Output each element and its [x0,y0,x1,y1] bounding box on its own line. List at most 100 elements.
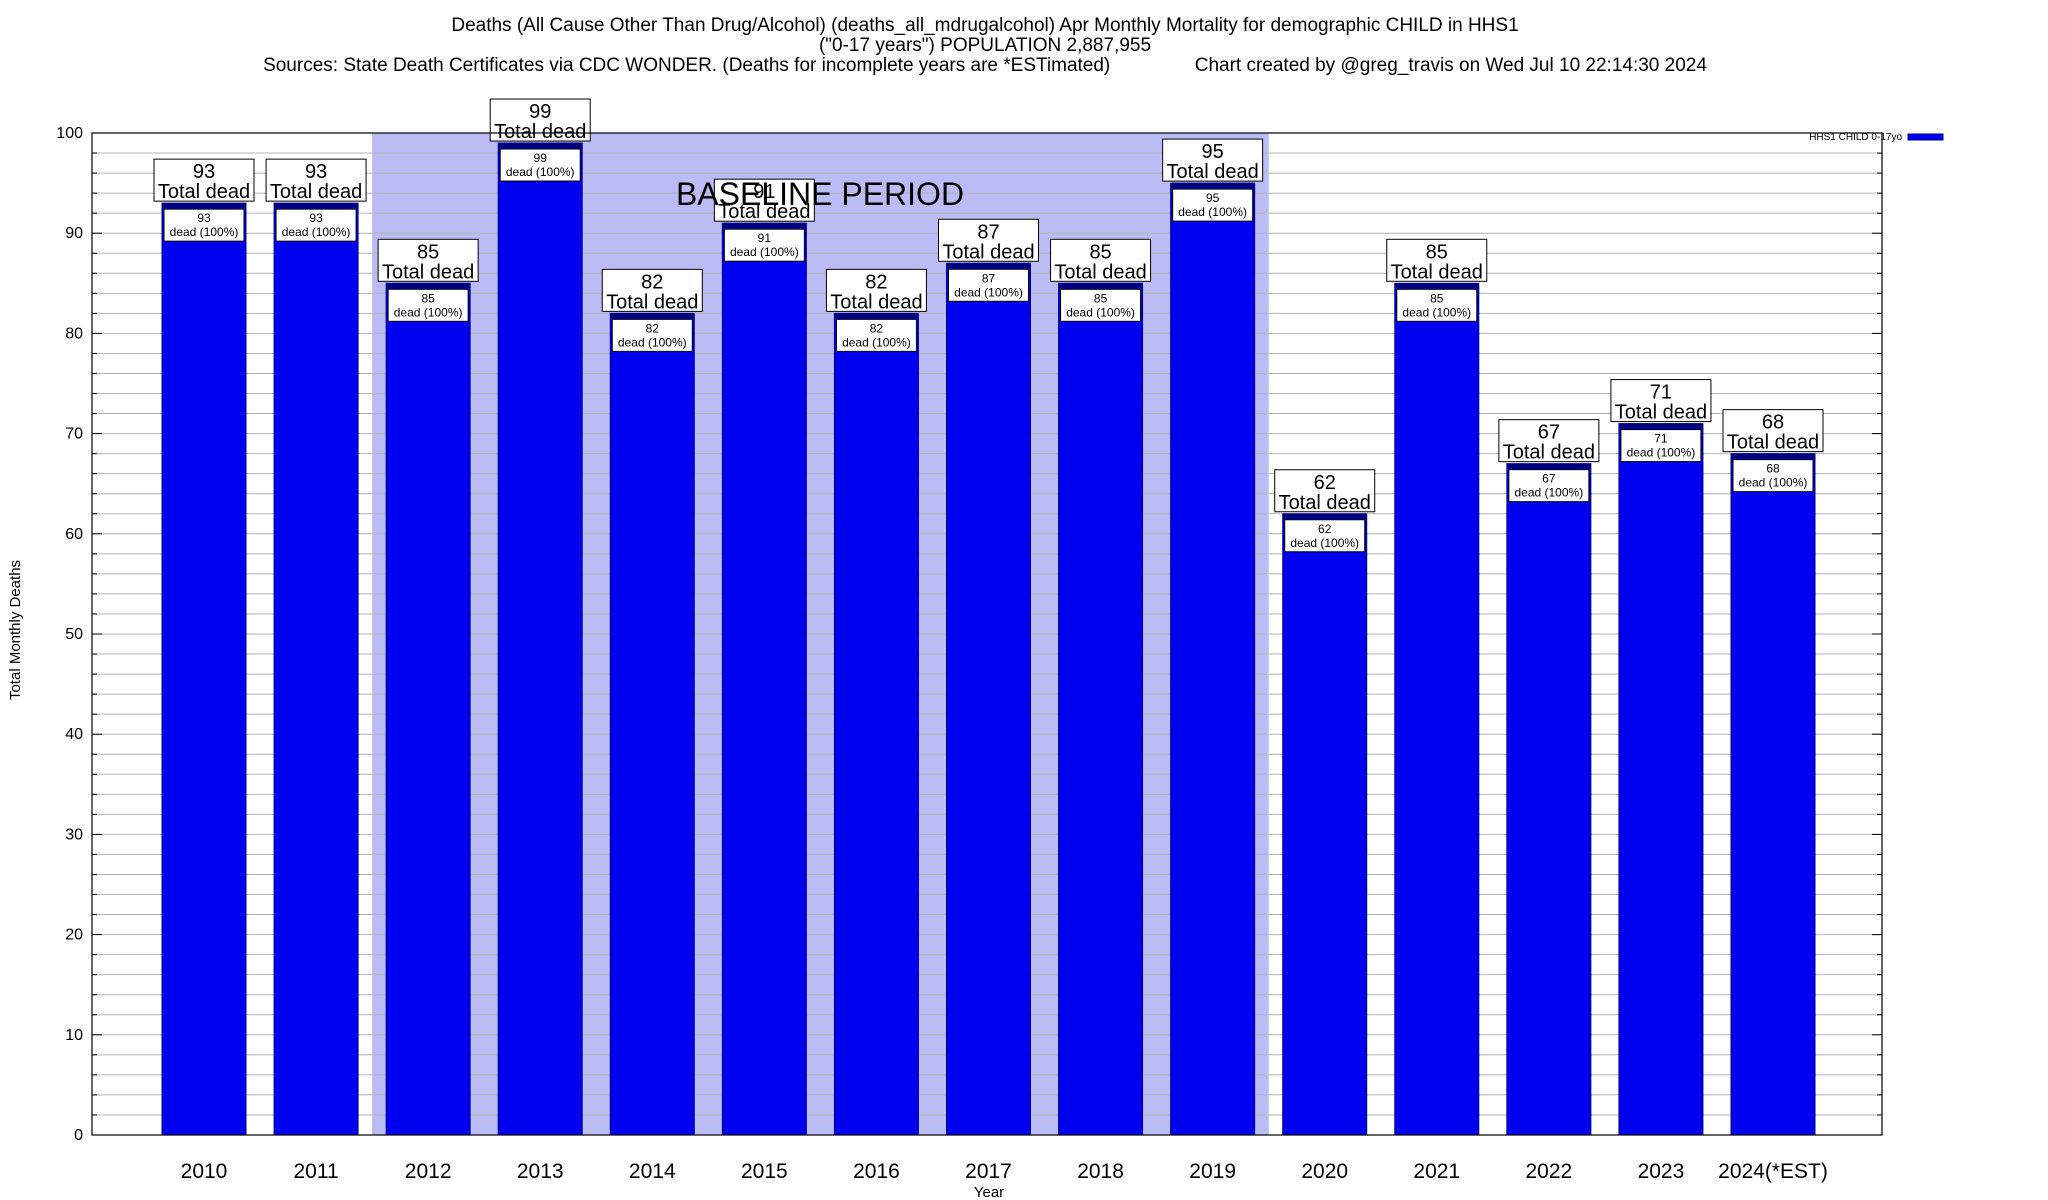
total-label-value-2015: 91 [753,181,775,203]
bar-2024(*EST) [1730,453,1816,1136]
y-tick-label-20: 20 [65,927,83,944]
total-label-text-2011: Total dead [270,181,362,203]
total-label-box-2016 [825,268,927,312]
total-label-box-2024(*EST) [1722,409,1824,453]
bar-layer [161,142,1816,1136]
y-tick-label-30: 30 [65,826,83,843]
inner-label-value-2021: 85 [1430,291,1444,305]
inner-label-box-2015 [723,228,805,262]
inner-label-text-2023: dead (100%) [1627,446,1696,460]
bar-2018 [1058,282,1144,1136]
total-label-value-2016: 82 [865,271,887,293]
bar-top-2012 [386,283,471,289]
inner-label-box-2023 [1620,429,1702,463]
total-label-value-2023: 71 [1650,382,1672,404]
total-label-value-2019: 95 [1202,141,1224,163]
inner-label-value-2015: 91 [758,231,772,245]
inner-label-box-2020 [1284,519,1366,553]
total-label-value-2012: 85 [417,241,439,263]
chart-title-line-2: ("0-17 years") POPULATION 2,887,955 [819,35,1151,56]
x-tick-label-2016: 2016 [853,1160,900,1183]
y-tick-label-40: 40 [65,726,83,743]
inner-label-value-2019: 95 [1206,191,1220,205]
y-axis-label: Total Monthly Deaths [7,560,24,700]
legend-swatch [1907,133,1944,141]
x-tick-label-2010: 2010 [181,1160,228,1183]
y-tick-label-0: 0 [74,1127,83,1144]
inner-label-box-2013 [499,148,581,182]
x-tick-label-2022: 2022 [1525,1160,1572,1183]
y-tick-label-80: 80 [65,325,83,342]
total-label-box-2017 [938,218,1039,262]
total-label-text-2024(*EST): Total dead [1727,432,1819,454]
bar-top-2024(*EST) [1731,453,1815,459]
inner-label-text-2015: dead (100%) [730,245,799,259]
total-label-text-2013: Total dead [494,121,586,143]
bar-2016 [833,312,919,1136]
total-label-text-2014: Total dead [606,291,698,313]
bar-2010 [161,202,247,1136]
x-tick-label-2014: 2014 [629,1160,676,1183]
x-tick-label-2013: 2013 [517,1160,564,1183]
inner-label-value-2016: 82 [870,321,884,335]
bar-2015 [721,222,807,1136]
inner-label-text-2016: dead (100%) [842,335,911,349]
total-label-box-2014 [601,268,703,312]
bar-top-2014 [610,313,695,319]
inner-label-text-2024(*EST): dead (100%) [1739,476,1808,490]
inner-label-text-2021: dead (100%) [1402,305,1471,319]
inner-label-box-2016 [835,318,917,352]
chart-title-line-1: Deaths (All Cause Other Than Drug/Alcoho… [451,15,1518,36]
x-tick-label-2021: 2021 [1413,1160,1460,1183]
x-tick-label-2024(*EST): 2024(*EST) [1718,1160,1828,1183]
inner-label-value-2023: 71 [1654,432,1668,446]
inner-label-box-2022 [1508,469,1590,503]
inner-label-text-2014: dead (100%) [618,335,687,349]
bar-top-2015 [722,223,807,229]
bar-top-2017 [946,263,1031,269]
inner-label-box-2012 [387,288,469,322]
bar-2019 [1170,182,1256,1136]
inner-label-box-2024(*EST) [1732,459,1814,493]
inner-label-text-2019: dead (100%) [1178,205,1247,219]
total-label-text-2018: Total dead [1054,261,1146,283]
bar-2017 [946,262,1031,1136]
inner-label-box-2021 [1396,288,1478,322]
bar-2021 [1394,282,1480,1136]
inner-label-text-2011: dead (100%) [282,225,351,239]
total-label-box-2010 [153,158,255,202]
x-tick-label-2023: 2023 [1638,1160,1685,1183]
total-label-box-2019 [1162,138,1264,182]
x-tick-label-2015: 2015 [741,1160,788,1183]
y-tick-label-90: 90 [65,225,83,242]
total-label-value-2017: 87 [977,221,999,243]
x-tick-label-2018: 2018 [1077,1160,1124,1183]
total-label-value-2020: 62 [1314,472,1336,494]
total-label-box-2013 [489,98,591,142]
baseline-period-label: BASELINE PERIOD [676,176,964,212]
total-label-box-2022 [1498,419,1600,463]
bar-top-2023 [1618,423,1703,429]
inner-label-value-2020: 62 [1318,522,1332,536]
bar-2023 [1618,423,1704,1136]
inner-label-text-2012: dead (100%) [394,305,463,319]
inner-label-text-2010: dead (100%) [170,225,239,239]
total-label-text-2023: Total dead [1615,402,1707,424]
total-label-value-2024(*EST): 68 [1762,412,1784,434]
x-tick-label-2019: 2019 [1189,1160,1236,1183]
y-tick-label-70: 70 [65,426,83,443]
total-label-box-2021 [1386,238,1488,282]
inner-label-value-2022: 67 [1542,472,1556,486]
x-tick-label-2012: 2012 [405,1160,452,1183]
inner-label-value-2011: 93 [309,211,323,225]
inner-label-box-2014 [611,318,693,352]
x-tick-label-2017: 2017 [965,1160,1012,1183]
total-label-text-2019: Total dead [1166,161,1258,183]
bar-2014 [609,312,695,1136]
inner-label-value-2013: 99 [534,151,548,165]
y-tick-label-10: 10 [65,1027,83,1044]
bar-top-2011 [274,203,359,209]
total-label-value-2018: 85 [1089,241,1111,263]
